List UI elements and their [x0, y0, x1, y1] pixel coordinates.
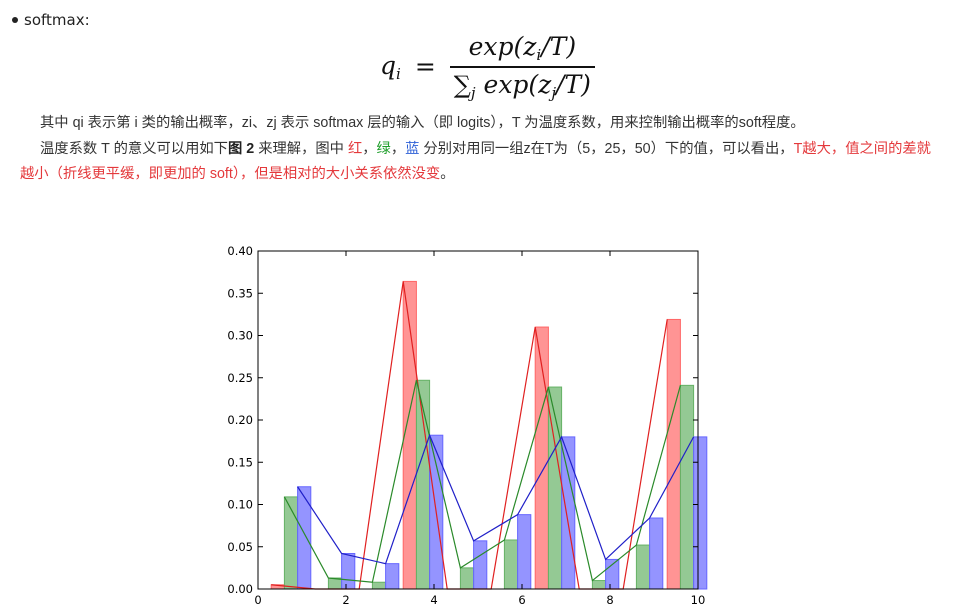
fraction-bar — [449, 66, 595, 68]
bar-series1-3 — [415, 379, 431, 590]
bar-series2-4 — [473, 540, 488, 590]
y-tick-label-0: 0.00 — [227, 582, 253, 596]
bar-series2-0 — [297, 486, 312, 590]
color-word-blue: 蓝 — [405, 141, 420, 157]
line-series1 — [283, 380, 681, 583]
bar-series1-0 — [283, 496, 299, 590]
figure-reference: 图 2 — [227, 141, 255, 157]
x-tick-label-5: 10 — [691, 593, 706, 607]
line-series0 — [271, 281, 668, 590]
plot-area: 0.00 0.05 0.10 0.15 0.20 0.25 0.30 0.35 0.40 0 2 4 6… — [227, 244, 708, 607]
formula-numerator: exp(zi/T) — [468, 32, 577, 64]
softmax-formula: qi = exp(zi/T) ∑j exp(zj/T) — [380, 32, 595, 102]
formula-lhs: qi — [380, 50, 401, 83]
x-tick-label-4: 8 — [606, 593, 613, 607]
bar-series1-7 — [591, 580, 607, 590]
y-tick-label-8: 0.40 — [227, 244, 253, 258]
bar-series2-1 — [341, 553, 356, 590]
bar-series2-2 — [385, 563, 400, 590]
y-tick-label-6: 0.30 — [227, 329, 253, 343]
bullet-dot — [12, 16, 18, 23]
paragraph-temperature: 温度系数 T 的意义可以用如下图 2 来理解，图中 红，绿，蓝 分别对用同一组z… — [20, 141, 931, 182]
y-tick-label-5: 0.25 — [227, 371, 253, 385]
color-word-green: 绿 — [376, 141, 391, 157]
temperature-bar-chart: 0.00 0.05 0.10 0.15 0.20 0.25 0.30 0.35 0.40 0 2 4 6… — [227, 244, 708, 607]
bar-series1-8 — [635, 544, 651, 590]
line-series2 — [297, 433, 695, 565]
y-tick-label-2: 0.10 — [227, 498, 253, 512]
color-word-red: 红 — [347, 141, 363, 157]
formula-denominator: ∑j exp(zj/T) — [453, 69, 591, 102]
y-tick-label-7: 0.35 — [227, 286, 253, 300]
bar-series1-5 — [503, 539, 519, 590]
bar-series2-5 — [517, 514, 532, 590]
highlight-conclusion: T越大，值之间的差就越小（折线更平缓，即更加的 soft），但是相对的大小关系依… — [20, 141, 931, 182]
bar-series0-9 — [666, 318, 681, 590]
formula-fraction: exp(zi/T) ∑j exp(zj/T) — [449, 32, 595, 102]
x-tick-label-2: 4 — [430, 593, 437, 607]
y-tick-label-1: 0.05 — [227, 540, 253, 554]
bullet-item: softmax: — [10, 9, 90, 31]
bar-series1-9 — [679, 384, 695, 590]
bar-series2-9 — [693, 436, 708, 590]
bar-series2-6 — [561, 436, 576, 590]
x-tick-label-1: 2 — [342, 593, 349, 607]
y-tick-label-4: 0.20 — [227, 413, 253, 427]
bar-series2-8 — [649, 517, 664, 590]
x-tick-label-0: 0 — [254, 593, 261, 607]
formula-equals: = — [414, 52, 436, 82]
bar-series1-2 — [371, 581, 387, 590]
bar-series1-4 — [459, 567, 475, 590]
x-tick-label-3: 6 — [518, 593, 525, 607]
y-tick-label-3: 0.15 — [227, 455, 253, 469]
paragraph-definition: 其中 qi 表示第 i 类的输出概率，zi、zj 表示 softmax 层的输入… — [40, 115, 805, 131]
bullet-label: softmax: — [24, 11, 90, 29]
